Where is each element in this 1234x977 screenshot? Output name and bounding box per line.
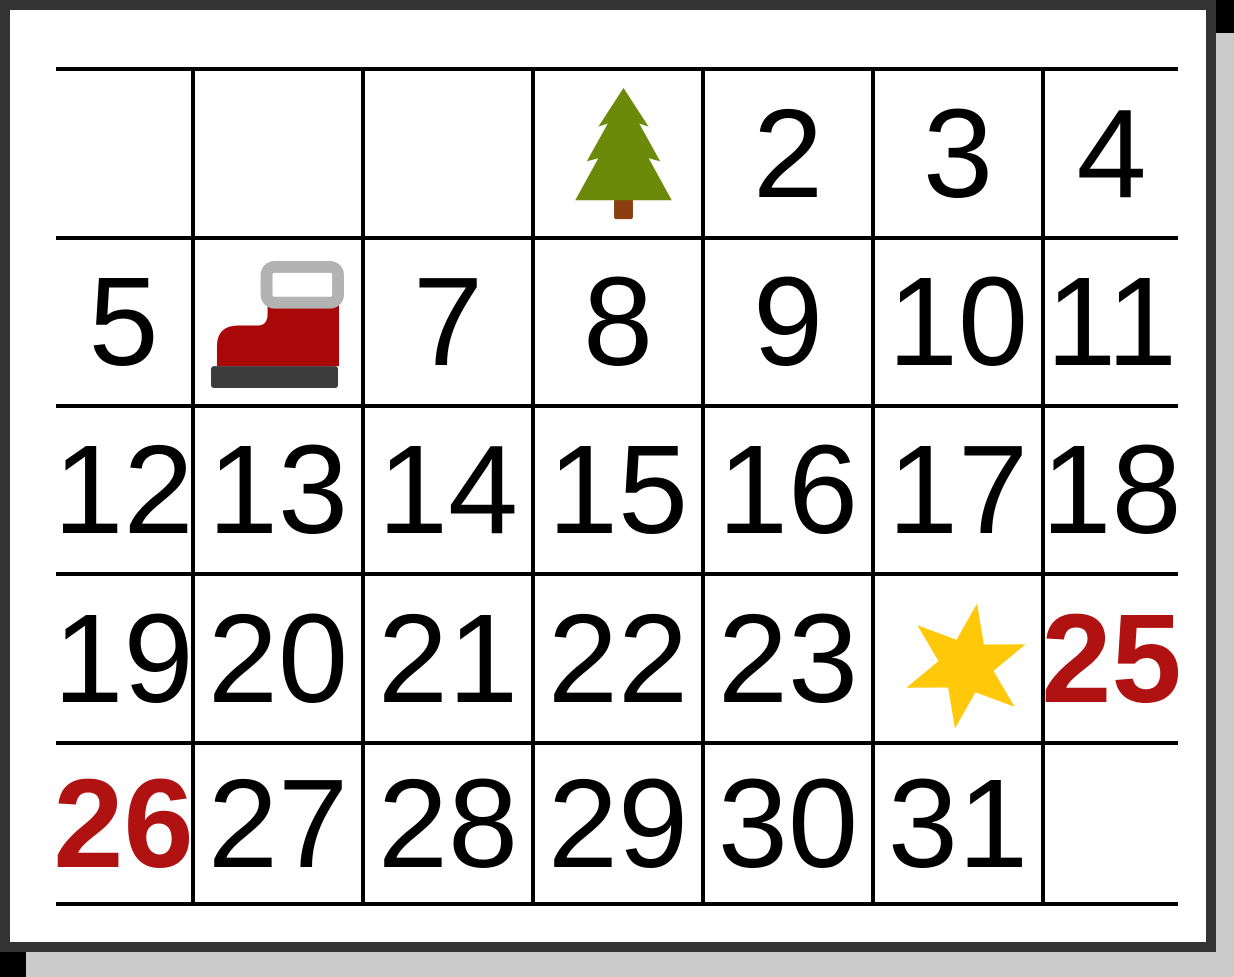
calendar-day-11-cell: 11 <box>1045 236 1178 404</box>
day-label: 18 <box>1041 419 1182 560</box>
day-label: 14 <box>377 419 519 560</box>
day-label: 12 <box>53 419 194 560</box>
santa-boot-icon <box>211 260 344 388</box>
day-label: 19 <box>53 587 194 729</box>
calendar-day-18-cell: 18 <box>1041 404 1182 572</box>
day-label: 2 <box>752 82 824 224</box>
day-label: 27 <box>207 752 349 894</box>
calendar-day-21-cell: 21 <box>365 572 535 741</box>
day-label: 10 <box>887 251 1029 392</box>
day-label: 30 <box>717 752 859 894</box>
calendar-day-12-cell: 12 <box>53 404 195 572</box>
empty-cell <box>365 67 535 236</box>
day-label: 7 <box>412 251 484 392</box>
calendar-day-9-cell: 9 <box>705 236 875 404</box>
day-label: 13 <box>207 419 349 560</box>
calendar-day-16-cell: 16 <box>705 404 875 572</box>
calendar-day-8-cell: 8 <box>535 236 705 404</box>
calendar-day-19-cell: 19 <box>53 572 195 741</box>
day-label: 20 <box>207 587 349 729</box>
day-label: 4 <box>1076 82 1147 224</box>
calendar-day-7-cell: 7 <box>365 236 535 404</box>
calendar-page: 2 3 4 5 7 8 9 10 11 12 13 14 15 16 <box>0 0 1216 952</box>
day-label: 3 <box>922 82 994 224</box>
day-label: 21 <box>377 587 519 729</box>
calendar-day-29-cell: 29 <box>535 741 705 906</box>
calendar-day-4-cell: 4 <box>1045 67 1178 236</box>
calendar-day-25-cell: 25 <box>1041 572 1182 741</box>
december-calendar-grid: 2 3 4 5 7 8 9 10 11 12 13 14 15 16 <box>53 67 1182 906</box>
holiday-day-label: 25 <box>1041 587 1182 729</box>
calendar-day-13-cell: 13 <box>195 404 365 572</box>
calendar-day-3-cell: 3 <box>875 67 1045 236</box>
empty-cell <box>56 67 195 236</box>
day-label: 16 <box>717 419 859 560</box>
star-icon <box>906 603 1026 728</box>
calendar-day-24-cell <box>875 572 1045 741</box>
day-label: 22 <box>547 587 689 729</box>
empty-cell <box>1045 741 1178 906</box>
calendar-day-15-cell: 15 <box>535 404 705 572</box>
calendar-day-1-cell <box>535 67 705 236</box>
calendar-day-14-cell: 14 <box>365 404 535 572</box>
calendar-day-31-cell: 31 <box>875 741 1045 906</box>
calendar-day-10-cell: 10 <box>875 236 1045 404</box>
day-label: 17 <box>887 419 1029 560</box>
day-label: 11 <box>1046 251 1177 392</box>
day-label: 31 <box>887 752 1029 894</box>
calendar-day-28-cell: 28 <box>365 741 535 906</box>
holiday-day-label: 26 <box>53 752 194 894</box>
calendar-day-6-cell <box>195 236 365 404</box>
christmas-tree-icon <box>574 87 672 219</box>
calendar-day-22-cell: 22 <box>535 572 705 741</box>
calendar-day-26-cell: 26 <box>53 741 195 906</box>
calendar-day-23-cell: 23 <box>705 572 875 741</box>
day-label: 15 <box>547 419 689 560</box>
day-label: 5 <box>88 251 159 392</box>
day-label: 23 <box>717 587 859 729</box>
calendar-day-5-cell: 5 <box>56 236 195 404</box>
calendar-day-17-cell: 17 <box>875 404 1045 572</box>
day-label: 29 <box>547 752 689 894</box>
calendar-day-20-cell: 20 <box>195 572 365 741</box>
day-label: 9 <box>752 251 824 392</box>
calendar-day-2-cell: 2 <box>705 67 875 236</box>
calendar-day-27-cell: 27 <box>195 741 365 906</box>
day-label: 8 <box>582 251 654 392</box>
calendar-day-30-cell: 30 <box>705 741 875 906</box>
day-label: 28 <box>377 752 519 894</box>
empty-cell <box>195 67 365 236</box>
